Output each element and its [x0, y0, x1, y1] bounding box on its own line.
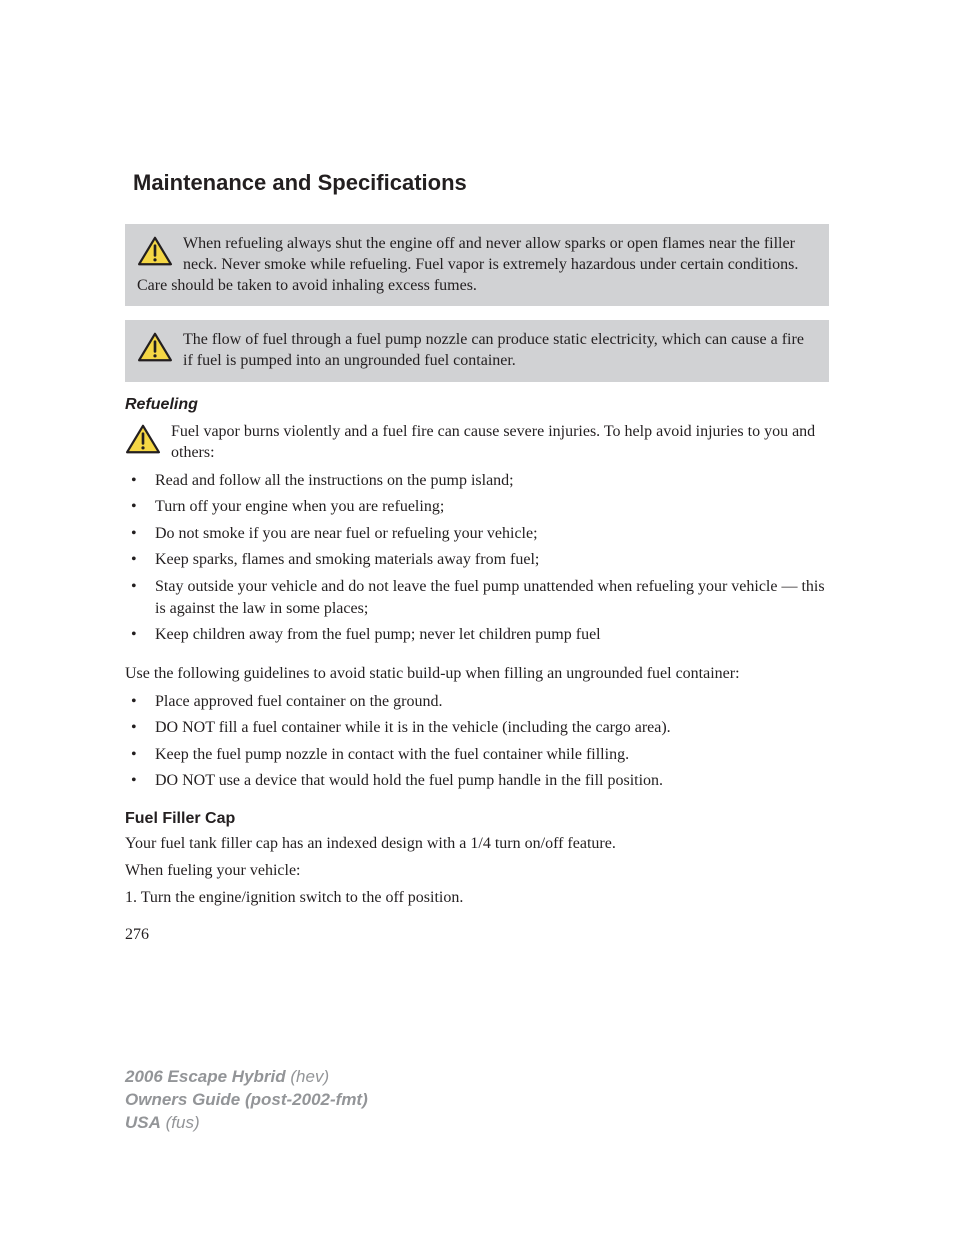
warning-triangle-icon — [125, 424, 161, 459]
warning-triangle-icon — [137, 332, 173, 369]
section-title: Maintenance and Specifications — [125, 170, 829, 196]
refueling-heading: Refueling — [125, 396, 829, 414]
list-item: Turn off your engine when you are refuel… — [125, 496, 829, 518]
static-intro-text: Use the following guidelines to avoid st… — [125, 664, 829, 685]
page-number: 276 — [125, 926, 829, 944]
footer: 2006 Escape Hybrid (hev) Owners Guide (p… — [125, 1066, 368, 1135]
refueling-bullet-list: Read and follow all the instructions on … — [125, 470, 829, 646]
fuel-cap-text-1: Your fuel tank filler cap has an indexed… — [125, 834, 829, 855]
list-item: Place approved fuel container on the gro… — [125, 691, 829, 713]
list-item: Stay outside your vehicle and do not lea… — [125, 576, 829, 619]
footer-code-1: (hev) — [286, 1067, 329, 1086]
refueling-warning: Fuel vapor burns violently and a fuel fi… — [125, 422, 829, 464]
list-item: Keep sparks, flames and smoking material… — [125, 549, 829, 571]
list-item: Keep children away from the fuel pump; n… — [125, 624, 829, 646]
footer-line-1: 2006 Escape Hybrid (hev) — [125, 1066, 368, 1089]
list-item: DO NOT fill a fuel container while it is… — [125, 717, 829, 739]
warning-box-2: The flow of fuel through a fuel pump noz… — [125, 320, 829, 382]
page-container: Maintenance and Specifications When refu… — [0, 0, 954, 1004]
list-item: Keep the fuel pump nozzle in contact wit… — [125, 744, 829, 766]
warning-triangle-icon — [137, 236, 173, 273]
list-item: DO NOT use a device that would hold the … — [125, 770, 829, 792]
footer-line-2: Owners Guide (post-2002-fmt) — [125, 1089, 368, 1112]
fuel-cap-step-1: 1. Turn the engine/ignition switch to th… — [125, 888, 829, 909]
warning-box-1: When refueling always shut the engine of… — [125, 224, 829, 306]
footer-model: 2006 Escape Hybrid — [125, 1067, 286, 1086]
fuel-cap-text-2: When fueling your vehicle: — [125, 861, 829, 882]
refueling-warning-text: Fuel vapor burns violently and a fuel fi… — [171, 423, 815, 461]
list-item: Read and follow all the instructions on … — [125, 470, 829, 492]
footer-region: USA — [125, 1113, 161, 1132]
fuel-cap-heading: Fuel Filler Cap — [125, 810, 829, 828]
warning-text-1: When refueling always shut the engine of… — [137, 235, 798, 294]
footer-line-3: USA (fus) — [125, 1112, 368, 1135]
warning-text-2: The flow of fuel through a fuel pump noz… — [183, 331, 804, 369]
footer-code-2: (fus) — [161, 1113, 200, 1132]
static-bullet-list: Place approved fuel container on the gro… — [125, 691, 829, 792]
list-item: Do not smoke if you are near fuel or ref… — [125, 523, 829, 545]
